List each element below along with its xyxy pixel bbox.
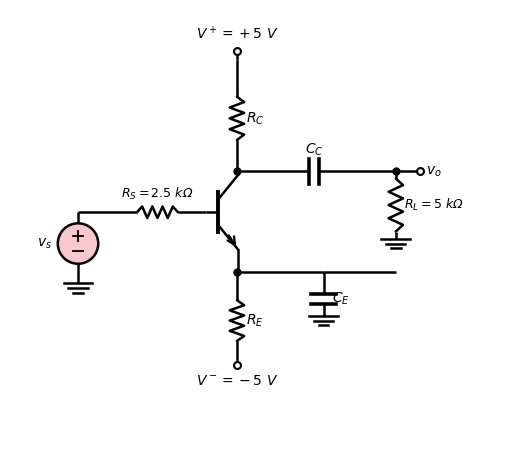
Text: $R_L = 5$ kΩ: $R_L = 5$ kΩ (405, 197, 464, 213)
Text: $C_E$: $C_E$ (333, 291, 350, 307)
Text: $R_E$: $R_E$ (245, 313, 264, 329)
Text: $R_S = 2.5$ kΩ: $R_S = 2.5$ kΩ (121, 186, 194, 202)
Text: $R_C$: $R_C$ (245, 110, 264, 126)
Text: $v_o$: $v_o$ (425, 164, 442, 179)
Text: $V^-=-5$ V: $V^-=-5$ V (196, 374, 278, 388)
Text: $V^+= +5$ V: $V^+= +5$ V (196, 25, 278, 42)
Text: $C_C$: $C_C$ (305, 141, 323, 158)
Text: $v_s$: $v_s$ (37, 236, 52, 251)
Circle shape (58, 223, 98, 264)
